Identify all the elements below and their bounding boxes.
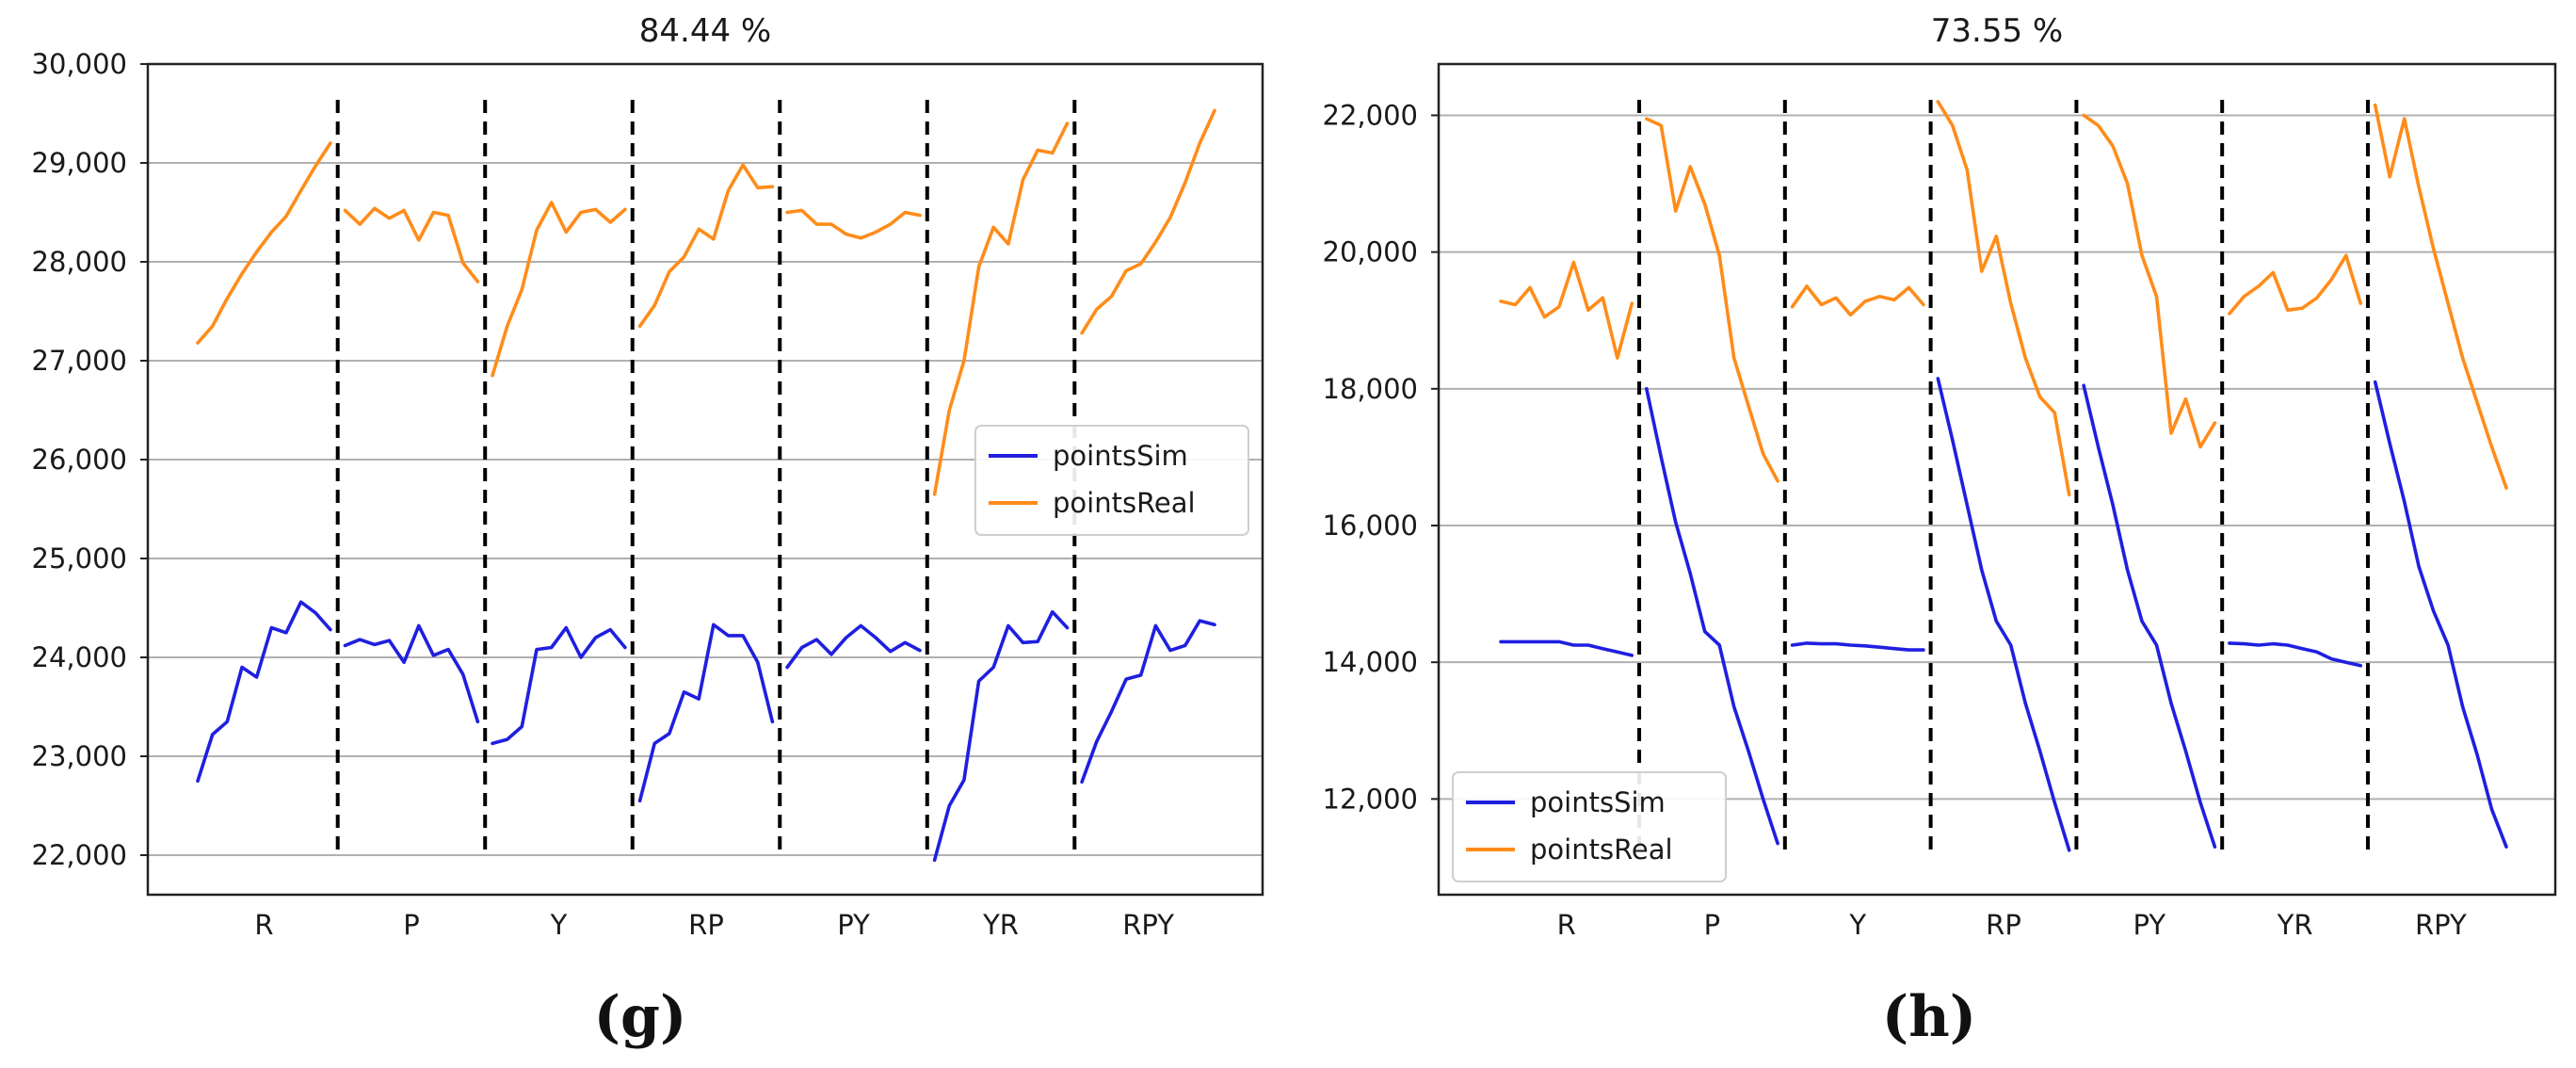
y-tick-label: 30,000 xyxy=(32,48,127,80)
plot-frame xyxy=(146,62,1264,897)
pointsSim-line xyxy=(1645,387,1779,846)
pointsReal-line xyxy=(2373,103,2508,490)
pointsSim-line xyxy=(932,609,1070,863)
chart-panel-g: 22,000 23,000 24,000 25,000 26,000 27,000 28,0… xyxy=(32,12,1264,1050)
y-tick-label: 20,000 xyxy=(1323,236,1418,268)
legend: pointsSim pointsReal xyxy=(974,425,1249,536)
pointsReal-line xyxy=(2228,253,2362,316)
x-category-label: RPY xyxy=(1122,909,1174,941)
x-category-label: YR xyxy=(2277,909,2313,941)
pointsReal-line xyxy=(932,121,1070,496)
pointsSim-line xyxy=(1080,619,1216,785)
pointsSim-line xyxy=(196,600,332,784)
x-category-label: PY xyxy=(837,909,870,941)
pointsSim-line xyxy=(1936,377,2071,852)
legend-box xyxy=(974,425,1249,536)
y-tick-label: 23,000 xyxy=(32,740,127,772)
panel-caption: (h) xyxy=(1882,984,1976,1050)
x-category-label: RPY xyxy=(2415,909,2467,941)
pointsSim-line xyxy=(491,625,627,746)
legend-box xyxy=(1452,771,1727,882)
panel-caption: (g) xyxy=(594,984,687,1050)
pointsSim-line xyxy=(785,623,922,670)
pointsSim-line xyxy=(2228,641,2362,668)
pointsReal-line xyxy=(196,141,332,345)
x-category-label: P xyxy=(1704,909,1721,941)
x-category-label: R xyxy=(1557,909,1576,941)
pointsReal-line xyxy=(1499,260,1634,360)
series-pointsSim xyxy=(1499,377,2508,852)
y-tick-label: 28,000 xyxy=(32,246,127,278)
x-category-label: Y xyxy=(550,909,568,941)
y-tick-label: 16,000 xyxy=(1323,510,1418,542)
y-tick-label: 12,000 xyxy=(1323,783,1418,815)
pointsReal-line xyxy=(1645,117,1779,483)
y-tick-label: 27,000 xyxy=(32,345,127,377)
y-tick-label: 18,000 xyxy=(1323,373,1418,405)
pointsReal-line xyxy=(343,206,480,283)
legend-label: pointsSim xyxy=(1530,786,1666,818)
series-pointsReal xyxy=(196,108,1216,496)
pointsReal-line xyxy=(785,208,922,240)
series-pointsReal xyxy=(1499,100,2508,497)
y-tick-label: 29,000 xyxy=(32,147,127,179)
chart-title: 84.44 % xyxy=(639,12,771,50)
pointsReal-line xyxy=(1936,100,2071,497)
x-category-label: RP xyxy=(1986,909,2021,941)
pointsSim-line xyxy=(1790,641,1925,652)
y-tick-label: 26,000 xyxy=(32,444,127,476)
x-category-label: P xyxy=(403,909,420,941)
pointsSim-line xyxy=(637,623,775,803)
pointsSim-line xyxy=(1499,639,1634,657)
pointsReal-line xyxy=(491,201,627,378)
y-tick-label: 14,000 xyxy=(1323,646,1418,678)
y-tick-label: 22,000 xyxy=(32,839,127,871)
legend-label: pointsSim xyxy=(1053,440,1188,472)
x-category-label: YR xyxy=(982,909,1019,941)
pointsSim-line xyxy=(2373,380,2508,849)
pointsReal-line xyxy=(1080,108,1216,335)
x-category-label: Y xyxy=(1848,909,1866,941)
y-tick-label: 22,000 xyxy=(1323,99,1418,131)
pointsSim-line xyxy=(343,623,480,724)
legend: pointsSim pointsReal xyxy=(1452,771,1727,882)
plot-frame xyxy=(1437,62,2557,897)
y-tick-label: 25,000 xyxy=(32,542,127,574)
legend-label: pointsReal xyxy=(1530,833,1673,866)
x-category-label: PY xyxy=(2133,909,2165,941)
pointsReal-line xyxy=(2082,113,2217,449)
x-category-label: R xyxy=(254,909,273,941)
pointsReal-line xyxy=(1790,284,1925,317)
pointsReal-line xyxy=(637,163,775,329)
pointsSim-line xyxy=(2082,383,2217,849)
series-pointsSim xyxy=(196,600,1216,863)
legend-label: pointsReal xyxy=(1053,487,1196,519)
x-category-label: RP xyxy=(688,909,724,941)
chart-title: 73.55 % xyxy=(1931,12,2063,50)
y-tick-label: 24,000 xyxy=(32,641,127,673)
